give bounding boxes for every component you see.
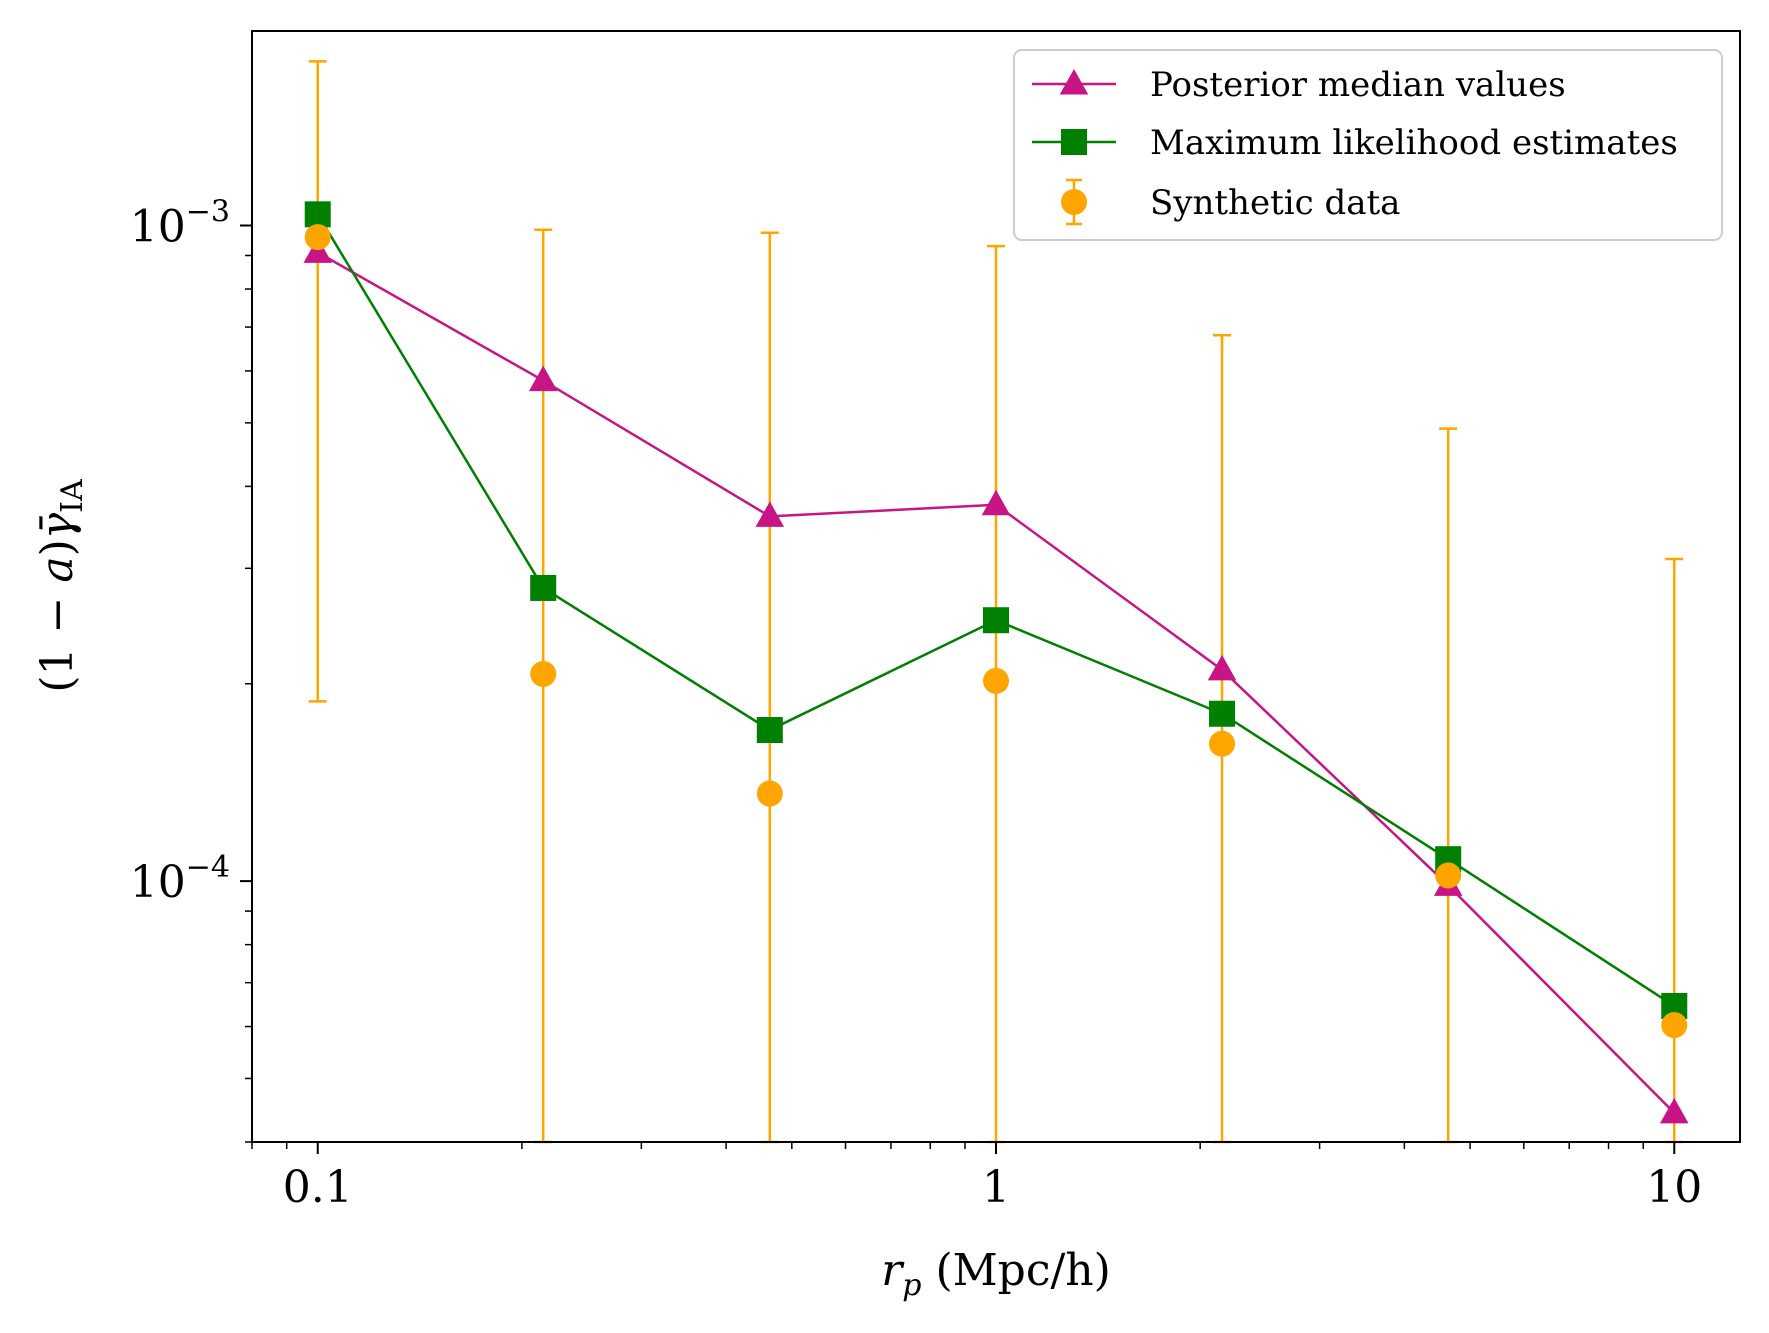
data-point-synthetic-data: [756, 780, 783, 807]
legend-box: [1013, 49, 1723, 241]
y-axis: 10−3 10−4: [130, 194, 252, 1143]
y-tick-label: 10−3: [130, 194, 230, 252]
data-point-maximum-likelihood-estimates: [1209, 700, 1236, 727]
data-point-maximum-likelihood-estimates: [530, 574, 557, 601]
x-axis-label: rp (Mpc/h): [881, 1245, 1111, 1303]
data-point-posterior-median-values: [1207, 654, 1237, 681]
legend-marker-posterior-median-values: [1059, 69, 1089, 95]
data-point-synthetic-data: [1209, 730, 1236, 757]
data-point-synthetic-data: [304, 224, 331, 251]
y-tick-label: 10−4: [130, 850, 230, 908]
data-point-posterior-median-values: [528, 365, 558, 392]
x-tick-label: 1: [982, 1162, 1010, 1213]
data-point-synthetic-data: [1435, 862, 1462, 889]
data-point-synthetic-data: [1661, 1012, 1688, 1039]
x-axis: 0.1 1 10: [251, 1142, 1702, 1213]
legend-label-maximum-likelihood-estimates: Maximum likelihood estimates: [1150, 123, 1678, 163]
legend: Posterior median values Maximum likelihoo…: [1013, 49, 1723, 241]
data-point-synthetic-data: [983, 667, 1009, 694]
x-tick-label: 10: [1646, 1162, 1702, 1213]
series-layer: [303, 201, 1689, 1124]
data-point-posterior-median-values: [1660, 1097, 1689, 1124]
legend-marker-synthetic-data: [1061, 189, 1087, 215]
data-point-posterior-median-values: [755, 501, 785, 527]
x-tick-label: 0.1: [283, 1162, 353, 1213]
data-point-maximum-likelihood-estimates: [756, 717, 783, 744]
legend-marker-maximum-likelihood-estimates: [1061, 129, 1087, 155]
data-point-maximum-likelihood-estimates: [304, 201, 331, 228]
y-axis-label: (1 − a)γ̄IA: [32, 479, 90, 693]
data-point-synthetic-data: [530, 660, 557, 687]
legend-label-synthetic-data: Synthetic data: [1150, 183, 1400, 223]
legend-label-posterior-median-values: Posterior median values: [1150, 65, 1566, 105]
data-point-maximum-likelihood-estimates: [983, 607, 1009, 634]
data-point-posterior-median-values: [981, 489, 1011, 516]
